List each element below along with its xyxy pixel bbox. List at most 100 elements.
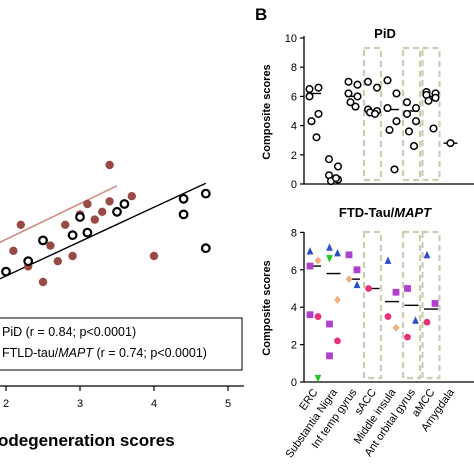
ftld-point xyxy=(98,207,107,216)
ftd-region-point xyxy=(314,313,322,320)
pid-point xyxy=(200,188,211,199)
ftd-region-point xyxy=(412,316,419,324)
ftld-point xyxy=(53,257,62,266)
ftld-point xyxy=(127,192,136,201)
legend-item-pid: PiD (r = 0.84; p<0.0001) xyxy=(2,325,136,339)
pid-region-point xyxy=(392,117,401,126)
y-tick-label: 8 xyxy=(291,227,297,239)
pid-region-point xyxy=(385,125,394,135)
y-tick-label: 0 xyxy=(291,179,297,191)
ftd-region-point xyxy=(345,251,353,259)
panel-b-bottom-points xyxy=(306,243,439,383)
pid-region-point xyxy=(429,124,438,133)
pid-point xyxy=(1,266,11,277)
ftd-region-point xyxy=(314,374,322,383)
panel-b-bottom-title: FTD-Tau/MAPT xyxy=(339,205,432,220)
panel-b-top-y-label: Composite scores xyxy=(261,64,273,159)
pid-region-point xyxy=(424,96,433,105)
panel-b-top-title: PiD xyxy=(374,26,396,41)
pid-region-point xyxy=(351,102,360,111)
ftd-region-point xyxy=(423,318,431,326)
panel-a-fit-lines xyxy=(0,182,207,280)
pid-region-point xyxy=(372,83,382,92)
panel-b-top-y-ticks: 0 2 4 6 8 10 xyxy=(285,33,304,191)
highlight-box xyxy=(421,46,441,182)
ftd-region-point xyxy=(306,247,314,255)
ftd-region-point xyxy=(334,295,341,304)
y-tick-label: 10 xyxy=(285,33,297,45)
pid-region-point xyxy=(312,133,321,142)
pid-region-point xyxy=(314,83,323,92)
highlight-box xyxy=(401,230,422,380)
highlight-box xyxy=(362,230,383,380)
pid-region-point xyxy=(353,80,362,89)
pid-region-point xyxy=(383,76,392,85)
ftld-point xyxy=(38,277,48,287)
fit-line-ftld xyxy=(0,185,118,244)
ftld-point xyxy=(105,197,114,206)
ftd-region-point xyxy=(404,333,411,341)
ftld-point xyxy=(60,220,70,229)
ftd-region-point xyxy=(326,320,333,328)
pid-point xyxy=(178,209,189,220)
pid-point xyxy=(23,256,34,267)
pid-region-point xyxy=(392,89,401,98)
ftd-region-point xyxy=(392,288,400,296)
ftd-region-point xyxy=(306,311,314,319)
ftld-point xyxy=(68,251,77,261)
pid-region-point xyxy=(344,89,353,98)
pid-region-point xyxy=(363,77,373,86)
pid-point xyxy=(112,206,122,217)
pid-point xyxy=(75,212,85,222)
ftld-point xyxy=(46,241,55,250)
ftd-region-point xyxy=(326,352,333,360)
pid-region-point xyxy=(344,77,353,86)
pid-region-point xyxy=(390,165,399,174)
pid-point xyxy=(178,193,189,204)
pid-region-point xyxy=(411,104,421,113)
pid-region-point xyxy=(324,155,334,164)
panel-a-legend-box xyxy=(0,317,243,371)
pid-region-point xyxy=(383,104,392,113)
ftld-point xyxy=(16,220,25,229)
panel-b-top-points xyxy=(305,76,458,186)
ftld-point xyxy=(83,199,92,209)
pid-region-point xyxy=(370,109,380,118)
pid-region-point xyxy=(333,162,343,171)
pid-point xyxy=(82,227,93,238)
panel-a-points xyxy=(1,160,211,287)
y-tick-label: 0 xyxy=(291,377,297,389)
pid-region-point xyxy=(331,174,341,183)
highlight-box xyxy=(421,230,441,380)
pid-region-point xyxy=(305,92,314,101)
ftd-region-point xyxy=(392,323,400,332)
pid-region-point xyxy=(314,109,323,118)
panel-a-x-tick-label: 3 xyxy=(77,398,83,410)
panel-a-x-label: odegeneration scores xyxy=(0,431,175,450)
panel-a-x-tick-label: 5 xyxy=(225,398,231,410)
legend-item-ftld: FTLD-tau/MAPT (r = 0.74; p<0.0001) xyxy=(2,346,207,360)
ftld-point xyxy=(105,160,114,170)
pid-region-point xyxy=(402,109,412,118)
panel-a-scatter: 2 3 4 5 odegeneration scores PiD (r = 0.84;… xyxy=(0,160,244,450)
ftd-region-point xyxy=(384,313,392,320)
pid-point xyxy=(200,243,211,254)
panel-b-bottom-y-ticks: 0 2 4 6 8 xyxy=(291,227,304,389)
pid-region-point xyxy=(346,98,355,107)
y-tick-label: 4 xyxy=(291,302,297,314)
highlight-box xyxy=(362,46,383,182)
y-tick-label: 8 xyxy=(291,62,297,74)
pid-region-point xyxy=(305,85,314,94)
ftld-point xyxy=(9,246,18,255)
pid-region-point xyxy=(411,117,421,126)
panel-b-top-pid: PiD Composite scores 0 2 4 6 8 10 xyxy=(261,26,474,191)
ftd-region-point xyxy=(345,275,353,284)
pid-point xyxy=(119,199,130,209)
ftd-region-point xyxy=(384,256,392,264)
fit-line-pid xyxy=(0,182,207,280)
panel-a-x-tick-label: 2 xyxy=(3,398,9,410)
y-tick-label: 4 xyxy=(291,121,297,133)
panel-b-bottom-ftd: FTD-Tau/MAPT Composite scores 0 2 4 6 8 ERCS… xyxy=(261,205,474,460)
pid-region-point xyxy=(353,92,362,101)
